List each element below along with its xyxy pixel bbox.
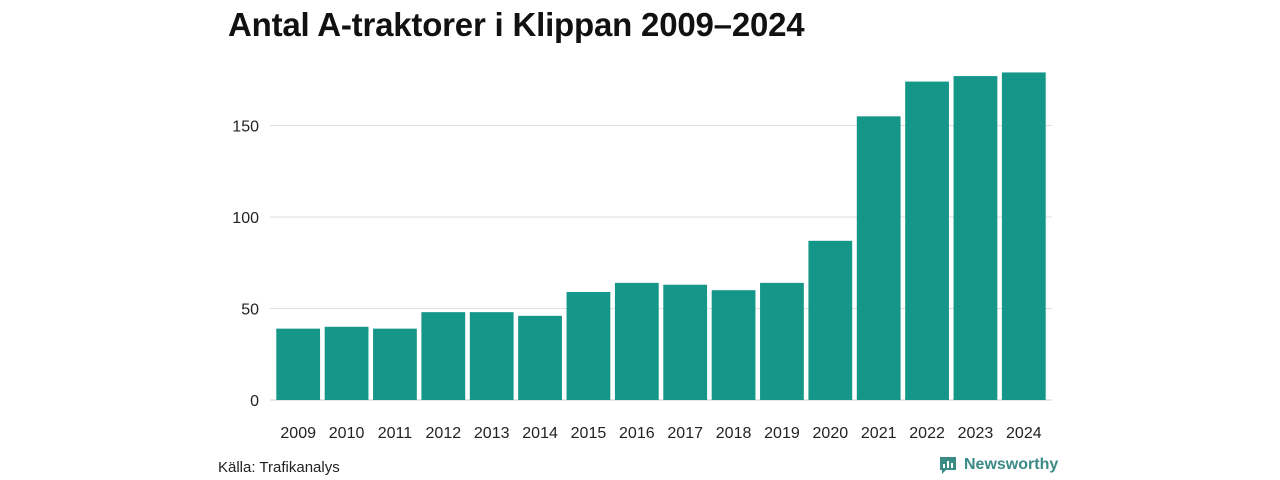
y-axis-ticks: 0 50 100 150 <box>232 119 259 411</box>
bar-2012 <box>421 312 466 400</box>
x-tick-label: 2021 <box>861 425 897 442</box>
bar-2023 <box>953 76 998 400</box>
bar-2024 <box>1001 72 1046 401</box>
source-note: Källa: Trafikanalys <box>218 459 340 476</box>
x-tick-label: 2019 <box>764 425 800 442</box>
x-tick-label: 2015 <box>571 425 607 442</box>
x-tick-label: 2016 <box>619 425 655 442</box>
x-tick-label: 2010 <box>329 425 365 442</box>
x-tick-label: 2011 <box>378 425 413 442</box>
bar-2017 <box>663 284 708 400</box>
bar-2016 <box>614 282 659 400</box>
x-tick-label: 2017 <box>667 425 703 442</box>
x-tick-label: 2009 <box>280 425 316 442</box>
x-axis-ticks: 2009 2010 2011 2012 2013 2014 2015 2016 2017 2018… <box>280 425 1041 442</box>
x-tick-label: 2014 <box>522 425 558 442</box>
y-tick-label: 50 <box>241 302 259 319</box>
bar-2013 <box>469 312 514 400</box>
bar-2020 <box>808 240 853 400</box>
brand-logo: Newsworthy <box>938 455 1058 475</box>
chart-title: Antal A-traktorer i Klippan 2009–2024 <box>228 6 805 43</box>
x-tick-label: 2018 <box>716 425 752 442</box>
bar-2018 <box>711 290 756 400</box>
y-tick-label: 100 <box>232 210 259 227</box>
x-tick-label: 2022 <box>909 425 945 442</box>
x-tick-label: 2023 <box>958 425 994 442</box>
bar-2022 <box>905 81 949 400</box>
x-tick-label: 2012 <box>426 425 462 442</box>
x-tick-label: 2020 <box>813 425 849 442</box>
bar-2009 <box>276 328 321 400</box>
bar-2019 <box>760 282 804 400</box>
bar-2015 <box>566 292 611 400</box>
y-tick-label: 150 <box>232 119 259 136</box>
x-tick-label: 2013 <box>474 425 510 442</box>
y-tick-label: 0 <box>250 393 259 410</box>
bar-2021 <box>856 116 901 400</box>
bar-2010 <box>324 326 369 400</box>
brand-name: Newsworthy <box>964 456 1059 473</box>
bars <box>276 72 1046 401</box>
bar-2011 <box>373 328 417 400</box>
newsworthy-logo-icon <box>940 457 956 474</box>
bar-2014 <box>518 315 562 400</box>
x-tick-label: 2024 <box>1006 425 1042 442</box>
